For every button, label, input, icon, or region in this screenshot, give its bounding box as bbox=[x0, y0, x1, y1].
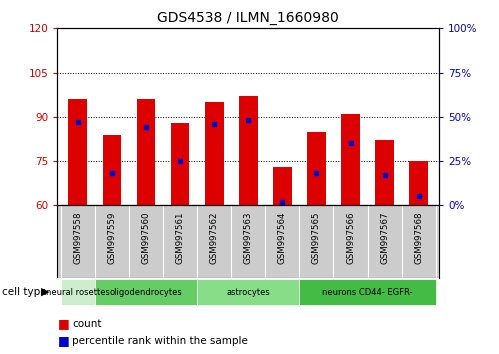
Text: astrocytes: astrocytes bbox=[227, 287, 270, 297]
Title: GDS4538 / ILMN_1660980: GDS4538 / ILMN_1660980 bbox=[157, 11, 339, 24]
Bar bbox=[273, 167, 292, 205]
Text: GSM997561: GSM997561 bbox=[176, 211, 185, 264]
Bar bbox=[341, 114, 360, 205]
Bar bbox=[137, 99, 155, 205]
Bar bbox=[299, 279, 436, 305]
Text: GSM997565: GSM997565 bbox=[312, 211, 321, 264]
Text: GSM997563: GSM997563 bbox=[244, 211, 253, 264]
Text: GSM997564: GSM997564 bbox=[278, 211, 287, 264]
Text: ■: ■ bbox=[57, 334, 69, 347]
Text: GSM997566: GSM997566 bbox=[346, 211, 355, 264]
Text: GSM997560: GSM997560 bbox=[142, 211, 151, 264]
Text: cell type: cell type bbox=[2, 287, 47, 297]
Text: GSM997558: GSM997558 bbox=[73, 211, 82, 264]
Text: GSM997559: GSM997559 bbox=[107, 211, 116, 263]
Bar bbox=[409, 161, 428, 205]
Text: percentile rank within the sample: percentile rank within the sample bbox=[72, 336, 248, 346]
Bar bbox=[375, 141, 394, 205]
Text: GSM997567: GSM997567 bbox=[380, 211, 389, 264]
Bar bbox=[307, 132, 326, 205]
Bar bbox=[197, 279, 299, 305]
Text: GSM997568: GSM997568 bbox=[414, 211, 423, 264]
Bar bbox=[171, 123, 190, 205]
Text: neurons CD44- EGFR-: neurons CD44- EGFR- bbox=[322, 287, 413, 297]
Bar bbox=[103, 135, 121, 205]
Text: count: count bbox=[72, 319, 102, 329]
Text: neural rosettes: neural rosettes bbox=[46, 287, 110, 297]
Text: oligodendrocytes: oligodendrocytes bbox=[110, 287, 182, 297]
Text: ■: ■ bbox=[57, 318, 69, 330]
Bar bbox=[68, 99, 87, 205]
Bar bbox=[61, 279, 95, 305]
Bar bbox=[205, 102, 224, 205]
Bar bbox=[239, 96, 257, 205]
Bar bbox=[95, 279, 197, 305]
Text: ▶: ▶ bbox=[41, 287, 50, 297]
Text: GSM997562: GSM997562 bbox=[210, 211, 219, 264]
